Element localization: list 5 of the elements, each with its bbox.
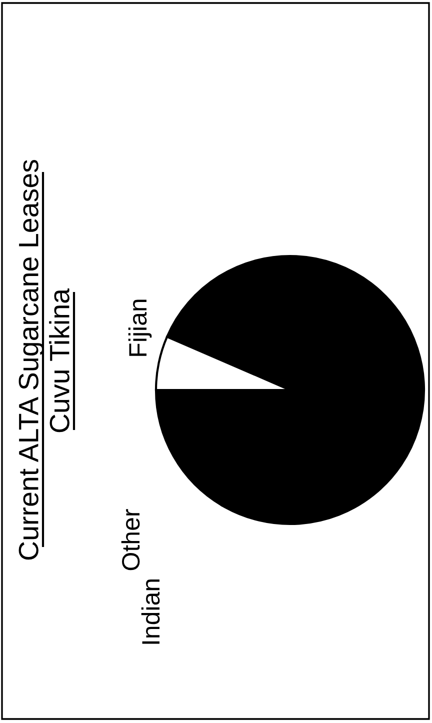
- slice-label: Fijian: [128, 300, 152, 356]
- slice-label: Other: [121, 509, 140, 570]
- text: Cuvu Tikina: [49, 288, 70, 432]
- slice-label: Indian: [141, 580, 160, 644]
- text: Current ALTA Sugarcane Leases: [18, 160, 44, 560]
